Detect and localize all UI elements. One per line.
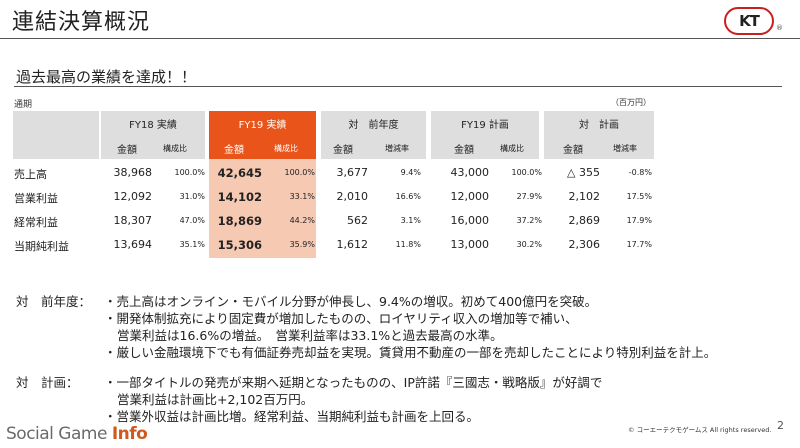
group-label-plan: FY19 計画 xyxy=(461,120,509,131)
col-label-amount: 金額 xyxy=(563,145,583,156)
col-label-change: 増減率 xyxy=(385,144,409,153)
note-line: ・開発体制拡充により固定費が増加したものの、ロイヤリティ収入の増加等で補い、 xyxy=(104,311,578,326)
col-label-amount: 金額 xyxy=(454,145,474,156)
koei-tecmo-logo-icon: KT xyxy=(724,7,774,35)
note-line: ・営業外収益は計画比増。経常利益、当期純利益も計画を上回る。 xyxy=(104,409,480,424)
table-cell: 13,694 xyxy=(113,238,153,251)
header-yoy-block xyxy=(321,111,426,159)
period-label: 通期 xyxy=(14,100,33,110)
table-cell: 17.5% xyxy=(626,192,652,201)
col-label-amount: 金額 xyxy=(117,145,137,156)
table-cell: 16.6% xyxy=(395,192,421,201)
page-number: 2 xyxy=(777,419,784,432)
group-label-fy19: FY19 実績 xyxy=(238,120,287,131)
table-cell: 33.1% xyxy=(289,192,315,201)
unit-label: （百万円） xyxy=(611,98,651,107)
notes-prior-year-label: 対 前年度： xyxy=(16,294,92,309)
table-cell: 2,102 xyxy=(568,190,601,203)
header-fy19-block xyxy=(209,111,316,159)
table-cell: 16,000 xyxy=(450,214,490,227)
table-cell: 12,092 xyxy=(113,190,153,203)
table-header-blank xyxy=(13,111,99,159)
note-line: 営業利益は計画比+2,102百万円。 xyxy=(117,392,314,407)
table-cell: 100.0% xyxy=(511,168,542,177)
table-cell: 100.0% xyxy=(284,168,315,177)
row-label: 営業利益 xyxy=(14,192,58,205)
table-cell: 44.2% xyxy=(289,216,315,225)
table-cell: 17.9% xyxy=(626,216,652,225)
table-cell: 47.0% xyxy=(179,216,205,225)
row-label: 当期純利益 xyxy=(14,240,69,253)
table-cell: 15,306 xyxy=(217,238,262,252)
table-cell: 562 xyxy=(347,214,368,227)
col-label-ratio: 構成比 xyxy=(274,144,298,153)
fy19-highlight-column xyxy=(209,159,316,258)
table-cell: 31.0% xyxy=(179,192,205,201)
table-cell: 43,000 xyxy=(450,166,490,179)
table-cell: 12,000 xyxy=(450,190,490,203)
note-line: ・売上高はオンライン・モバイル分野が伸長し、9.4%の増収。初めて400億円を突… xyxy=(104,294,598,309)
group-label-yoy: 対 前年度 xyxy=(348,120,399,131)
table-cell: △ 355 xyxy=(567,166,600,179)
table-cell: 14,102 xyxy=(217,190,262,204)
subtitle-divider xyxy=(14,86,782,87)
title-divider xyxy=(0,38,800,39)
table-cell: 27.9% xyxy=(516,192,542,201)
group-label-vs-plan: 対 計画 xyxy=(579,120,619,131)
page-title: 連結決算概況 xyxy=(12,10,151,35)
note-line: ・一部タイトルの発売が来期へ延期となったものの、IP許諾『三國志・戦略版』が好調… xyxy=(104,375,603,390)
table-cell: 38,968 xyxy=(113,166,153,179)
col-label-amount: 金額 xyxy=(224,145,244,156)
brand-watermark: Social Game Info xyxy=(6,424,148,444)
subtitle: 過去最高の業績を達成！！ xyxy=(16,68,197,86)
table-cell: 9.4% xyxy=(400,168,421,177)
table-cell: 2,306 xyxy=(568,238,601,251)
col-label-ratio: 構成比 xyxy=(163,144,187,153)
col-label-amount: 金額 xyxy=(333,145,353,156)
col-label-change: 増減率 xyxy=(613,144,637,153)
row-label: 売上高 xyxy=(14,168,47,181)
table-cell: 17.7% xyxy=(626,240,652,249)
table-cell: 42,645 xyxy=(217,166,262,180)
note-line: ・厳しい金融環境下でも有価証券売却益を実現。賃貸用不動産の一部を売却したことによ… xyxy=(104,345,717,360)
table-cell: 11.8% xyxy=(395,240,421,249)
header-vs-plan-block xyxy=(544,111,654,159)
table-cell: 100.0% xyxy=(174,168,205,177)
table-cell: 30.2% xyxy=(516,240,542,249)
table-cell: 18,869 xyxy=(217,214,262,228)
copyright: © コーエーテクモゲームス All rights reserved. xyxy=(628,426,772,434)
group-label-fy18: FY18 実績 xyxy=(129,120,177,131)
table-cell: 2,869 xyxy=(568,214,601,227)
brand-main: Social Game xyxy=(6,424,112,444)
table-cell: 18,307 xyxy=(113,214,153,227)
note-line: 営業利益は16.6%の増益。 営業利益率は33.1%と過去最高の水準。 xyxy=(117,328,503,343)
header-fy18-block xyxy=(101,111,205,159)
table-cell: 3.1% xyxy=(400,216,421,225)
table-cell: 3,677 xyxy=(336,166,369,179)
table-cell: -0.8% xyxy=(628,168,652,177)
table-cell: 1,612 xyxy=(336,238,369,251)
notes-plan-label: 対 計画： xyxy=(16,375,79,390)
brand-accent: Info xyxy=(111,424,148,444)
row-label: 経常利益 xyxy=(14,216,58,229)
table-cell: 37.2% xyxy=(516,216,542,225)
header-plan-block xyxy=(431,111,539,159)
table-cell: 35.9% xyxy=(289,240,315,249)
table-cell: 13,000 xyxy=(450,238,490,251)
col-label-ratio: 構成比 xyxy=(500,144,524,153)
table-cell: 2,010 xyxy=(336,190,369,203)
table-cell: 35.1% xyxy=(179,240,205,249)
registered-mark: ® xyxy=(776,24,783,32)
logo-text: KT xyxy=(739,12,760,30)
